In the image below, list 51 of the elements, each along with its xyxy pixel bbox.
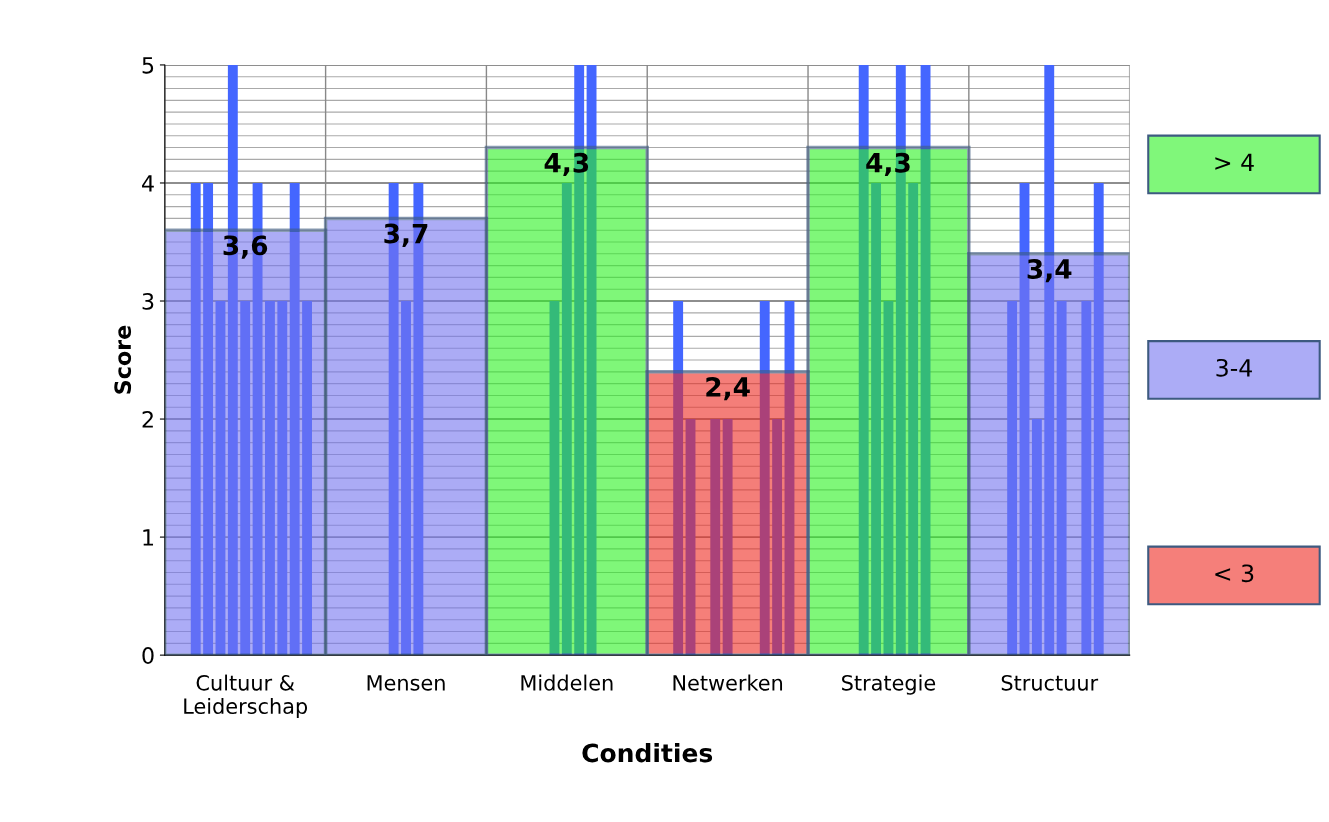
- y-tick-label: 4: [142, 175, 154, 192]
- bar: [920, 64, 931, 656]
- bar: [759, 301, 770, 656]
- x-tick-label: Middelen: [521, 674, 613, 691]
- y-tick-label: 2: [142, 411, 153, 428]
- bar: [289, 182, 300, 656]
- bar: [561, 182, 572, 656]
- bar: [1093, 182, 1104, 656]
- x-tick-label: Strategie: [842, 674, 936, 695]
- y-tick-label: 5: [142, 57, 154, 74]
- x-tick-label: Cultuur & Leiderschap: [184, 674, 308, 719]
- bar: [908, 182, 919, 656]
- x-tick-label: Mensen: [367, 675, 445, 691]
- data-label: 3,6: [223, 235, 268, 259]
- data-label: 4,3: [866, 152, 910, 177]
- bar: [1081, 301, 1092, 656]
- bar: [1031, 419, 1042, 656]
- bar: [586, 64, 597, 656]
- x-axis-title: Condities: [582, 743, 713, 763]
- bar: [1056, 301, 1067, 656]
- bar: [302, 301, 312, 656]
- data-label: 3,4: [1027, 258, 1072, 283]
- bar: [710, 419, 721, 656]
- bar: [673, 301, 684, 656]
- bar: [190, 182, 201, 656]
- y-tick-label: 0: [142, 647, 154, 664]
- bar: [1007, 301, 1018, 656]
- bar: [401, 301, 411, 656]
- bar: [203, 182, 214, 656]
- y-axis-title: Score: [114, 325, 132, 394]
- x-tick-label: Structuur: [1001, 674, 1099, 691]
- bar: [264, 301, 275, 656]
- bar: [685, 419, 696, 656]
- y-tick-label: 3: [142, 292, 154, 310]
- bar: [215, 301, 226, 656]
- y-tick-label: 1: [143, 529, 154, 546]
- data-label: 4,3: [544, 152, 589, 177]
- bar: [549, 301, 560, 656]
- bar: [871, 182, 882, 656]
- text: < 3: [1215, 564, 1254, 583]
- data-label: 2,4: [706, 377, 750, 401]
- bar: [883, 301, 894, 656]
- text: 3-4: [1216, 358, 1252, 377]
- bar: [772, 419, 783, 656]
- data-label: 3,7: [384, 223, 428, 247]
- bar: [722, 419, 733, 656]
- bar: [784, 301, 795, 656]
- text: > 4: [1215, 153, 1254, 171]
- bar: [240, 301, 251, 656]
- x-tick-label: Netwerken: [673, 674, 783, 691]
- bar: [277, 301, 288, 656]
